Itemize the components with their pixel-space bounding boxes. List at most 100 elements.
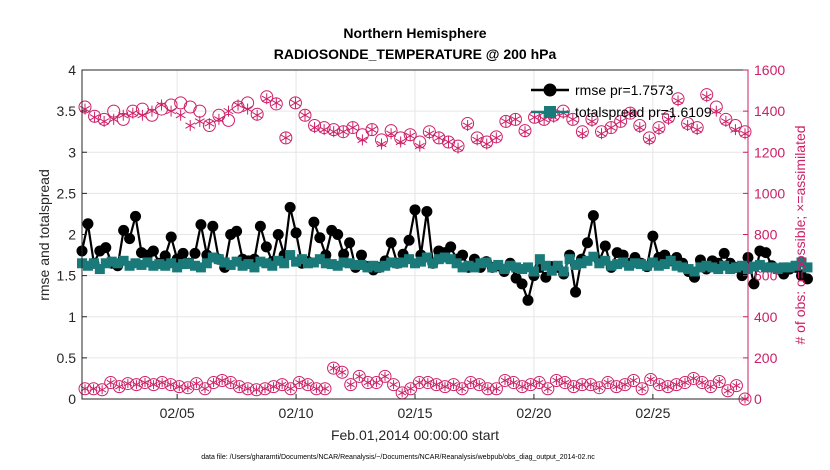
totalspread-point <box>731 262 742 273</box>
totalspread-point <box>178 259 189 270</box>
totalspread-point <box>172 262 183 273</box>
low-obs-point <box>387 378 401 392</box>
low-obs-point <box>635 382 649 396</box>
totalspread-point <box>469 262 480 273</box>
totalspread-point <box>308 257 319 268</box>
rmse-point <box>231 225 243 237</box>
assimilated-obs-point <box>213 113 224 125</box>
totalspread-point <box>314 254 325 265</box>
totalspread-point <box>320 258 331 269</box>
totalspread-point <box>392 258 403 269</box>
possible-obs-point <box>365 123 379 137</box>
assimilated-obs-point <box>625 107 636 119</box>
assimilated-obs-point <box>347 122 358 134</box>
assimilated-obs-point <box>156 99 167 111</box>
low-obs-point <box>352 369 366 383</box>
totalspread-point <box>332 260 343 271</box>
totalspread-point <box>594 258 605 269</box>
totalspread-point <box>279 258 290 269</box>
low-obs-point <box>369 376 383 390</box>
totalspread-point <box>386 257 397 268</box>
rmse-point <box>522 294 534 306</box>
low-obs-asterisk <box>492 384 501 394</box>
rmse-point <box>130 210 142 222</box>
assimilated-obs-point <box>720 115 731 127</box>
low-obs-asterisk <box>449 380 458 390</box>
low-obs-point <box>712 375 726 389</box>
totalspread-point <box>398 257 409 268</box>
assimilated-obs-point <box>299 109 311 121</box>
rmse-point <box>260 241 272 253</box>
totalspread-point <box>481 257 492 268</box>
low-obs-point <box>309 382 323 396</box>
totalspread-point <box>719 260 730 271</box>
totalspread-point <box>439 252 450 263</box>
legend-spread-marker <box>544 106 556 118</box>
assimilated-obs-point <box>453 142 464 154</box>
totalspread-point <box>189 260 200 271</box>
totalspread-point <box>802 262 813 273</box>
totalspread-point <box>600 255 611 266</box>
low-obs-asterisk <box>689 373 698 383</box>
assimilated-obs-point <box>596 128 607 140</box>
right-tick-label: 1400 <box>754 103 785 119</box>
totalspread-point <box>766 262 777 273</box>
totalspread-point <box>112 258 123 269</box>
assimilated-obs-point <box>567 113 578 125</box>
rmse-point <box>100 242 112 254</box>
assimilated-obs-point <box>328 126 339 138</box>
totalspread-point <box>136 259 147 270</box>
low-obs-asterisk <box>397 388 407 398</box>
right-y-axis: 0 200 400 600 800 1000 1200 1400 1600 <box>743 62 785 407</box>
totalspread-point <box>683 264 694 275</box>
right-tick-label: 200 <box>754 350 778 366</box>
possible-obs-point <box>441 135 455 149</box>
assimilated-obs-point <box>280 132 291 144</box>
low-obs-asterisk <box>372 378 381 388</box>
rmse-point <box>338 248 350 260</box>
possible-obs-point <box>336 125 350 139</box>
chart-subtitle: RADIOSONDE_TEMPERATURE @ 200 hPa <box>274 46 557 62</box>
totalspread-point <box>380 260 391 271</box>
totalspread-point <box>564 254 575 265</box>
totalspread-point <box>213 254 224 265</box>
assimilated-obs-point <box>242 103 253 115</box>
assimilated-obs-point <box>673 95 684 107</box>
right-tick-label: 400 <box>754 309 778 325</box>
totalspread-point <box>100 258 111 269</box>
possible-obs-point <box>614 114 628 128</box>
rmse-point <box>314 232 326 244</box>
assimilated-obs-point <box>89 111 100 123</box>
low-obs-point <box>455 382 469 396</box>
low-obs-point <box>687 371 701 385</box>
totalspread-point <box>404 254 415 265</box>
assimilated-obs-point <box>395 136 406 148</box>
totalspread-point <box>748 261 759 272</box>
rmse-point <box>409 204 421 216</box>
left-y-axis: 0 0.5 1 1.5 2 2.5 3 3.5 4 <box>57 62 87 407</box>
totalspread-point <box>207 252 218 263</box>
low-obs-asterisk <box>509 378 518 388</box>
low-obs-asterisk <box>723 386 733 396</box>
totalspread-point <box>534 254 545 265</box>
totalspread-point <box>82 260 93 271</box>
totalspread-point <box>94 264 105 275</box>
assimilated-obs-point <box>634 122 645 134</box>
totalspread-point <box>612 259 623 270</box>
assimilated-obs-point <box>386 128 397 140</box>
left-tick-label: 3.5 <box>57 103 77 119</box>
low-obs-asterisk <box>320 384 330 394</box>
totalspread-point <box>326 259 337 270</box>
totalspread-point <box>415 256 426 267</box>
totalspread-point <box>368 260 379 271</box>
assimilated-obs-point <box>223 105 234 117</box>
totalspread-point <box>421 252 432 263</box>
low-obs-asterisk <box>629 375 638 385</box>
rmse-point <box>195 219 207 231</box>
rmse-point <box>599 240 611 252</box>
rmse-point <box>124 233 136 245</box>
left-tick-label: 2.5 <box>57 185 77 201</box>
totalspread-point <box>528 266 539 277</box>
totalspread-point <box>659 259 670 270</box>
totalspread-point <box>255 256 266 267</box>
